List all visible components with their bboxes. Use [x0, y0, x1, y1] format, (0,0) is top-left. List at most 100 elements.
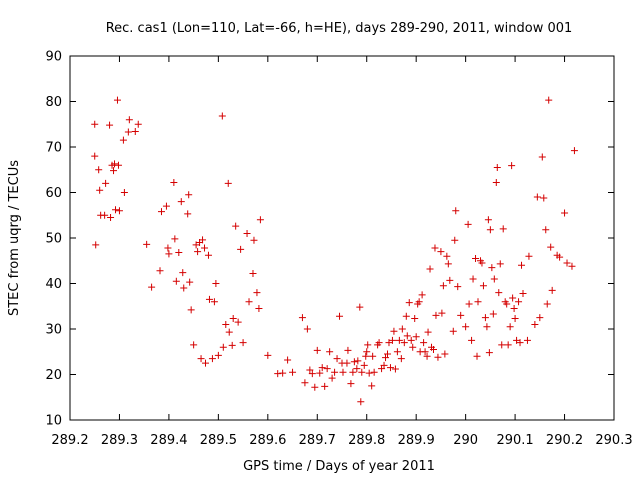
- data-point: [96, 186, 104, 194]
- data-point: [412, 333, 420, 341]
- data-point: [468, 336, 476, 344]
- data-point: [205, 295, 213, 303]
- x-axis-title: GPS time / Days of year 2011: [243, 459, 435, 474]
- data-point: [441, 350, 449, 358]
- data-point: [538, 153, 546, 161]
- data-point: [426, 265, 434, 273]
- data-point: [222, 320, 230, 328]
- data-point: [439, 282, 447, 290]
- data-point: [197, 355, 205, 363]
- data-point: [185, 191, 193, 199]
- data-point: [485, 349, 493, 357]
- data-point: [92, 241, 100, 249]
- data-point: [303, 325, 311, 333]
- data-point: [199, 236, 207, 244]
- data-point: [339, 368, 347, 376]
- data-point: [540, 194, 548, 202]
- data-point: [113, 96, 121, 104]
- data-point: [542, 226, 550, 234]
- x-tick-label: 289.8: [348, 433, 385, 448]
- data-point: [483, 323, 491, 331]
- data-point: [311, 383, 319, 391]
- data-point: [177, 198, 185, 206]
- data-point: [148, 283, 156, 291]
- data-point: [249, 269, 257, 277]
- data-point: [131, 128, 139, 136]
- data-point: [162, 202, 170, 210]
- y-tick-label: 60: [45, 186, 62, 201]
- x-tick-label: 289.6: [249, 433, 286, 448]
- data-point: [489, 310, 497, 318]
- data-point: [503, 300, 511, 308]
- x-tick-label: 290.1: [496, 433, 533, 448]
- data-point: [525, 252, 533, 260]
- data-point: [407, 336, 415, 344]
- data-point: [202, 359, 210, 367]
- data-point: [349, 368, 357, 376]
- x-tick-label: 290.2: [546, 433, 583, 448]
- data-point: [326, 348, 334, 356]
- data-point: [405, 299, 413, 307]
- data-point: [101, 211, 109, 219]
- data-point: [184, 210, 192, 218]
- data-point: [368, 382, 376, 390]
- data-point: [508, 162, 516, 170]
- data-point: [388, 336, 396, 344]
- data-point: [568, 262, 576, 270]
- data-point: [237, 245, 245, 253]
- data-point: [318, 364, 326, 372]
- data-point: [369, 352, 377, 360]
- data-point: [486, 226, 494, 234]
- data-point: [279, 369, 287, 377]
- data-point: [344, 346, 352, 354]
- data-point: [186, 278, 194, 286]
- data-point: [375, 339, 383, 347]
- data-point: [187, 306, 195, 314]
- x-tick-label: 289.5: [200, 433, 237, 448]
- data-point: [490, 275, 498, 283]
- data-point: [264, 351, 272, 359]
- data-point: [438, 309, 446, 317]
- data-point: [328, 374, 336, 382]
- data-point: [421, 348, 429, 356]
- data-point: [363, 348, 371, 356]
- data-point: [208, 355, 216, 363]
- data-point: [437, 248, 445, 256]
- data-point: [180, 284, 188, 292]
- data-point: [256, 216, 264, 224]
- data-point: [134, 120, 142, 128]
- data-point: [107, 214, 115, 222]
- data-point: [509, 294, 517, 302]
- data-point: [323, 365, 331, 373]
- data-point: [523, 336, 531, 344]
- data-points: [91, 96, 578, 406]
- data-point: [451, 236, 459, 244]
- data-point: [398, 325, 406, 333]
- data-point: [395, 336, 403, 344]
- data-point: [106, 121, 114, 129]
- data-point: [333, 355, 341, 363]
- data-point: [545, 96, 553, 104]
- data-point: [444, 260, 452, 268]
- data-point: [245, 298, 253, 306]
- data-point: [201, 244, 209, 252]
- chart-title: Rec. cas1 (Lon=110, Lat=-66, h=HE), days…: [106, 21, 573, 36]
- data-point: [390, 327, 398, 335]
- x-tick-label: 289.2: [51, 433, 88, 448]
- data-point: [232, 222, 240, 230]
- data-point: [556, 253, 564, 261]
- data-point: [289, 368, 297, 376]
- data-point: [321, 382, 329, 390]
- data-point: [492, 178, 500, 186]
- y-axis-title: STEC from uqrg / TECUs: [7, 160, 22, 316]
- data-point: [493, 163, 501, 171]
- data-point: [452, 207, 460, 215]
- data-point: [531, 320, 539, 328]
- data-point: [210, 298, 218, 306]
- data-point: [250, 236, 258, 244]
- data-point: [479, 282, 487, 290]
- data-point: [533, 193, 541, 201]
- data-point: [499, 225, 507, 233]
- data-point: [432, 311, 440, 319]
- data-point: [306, 366, 314, 374]
